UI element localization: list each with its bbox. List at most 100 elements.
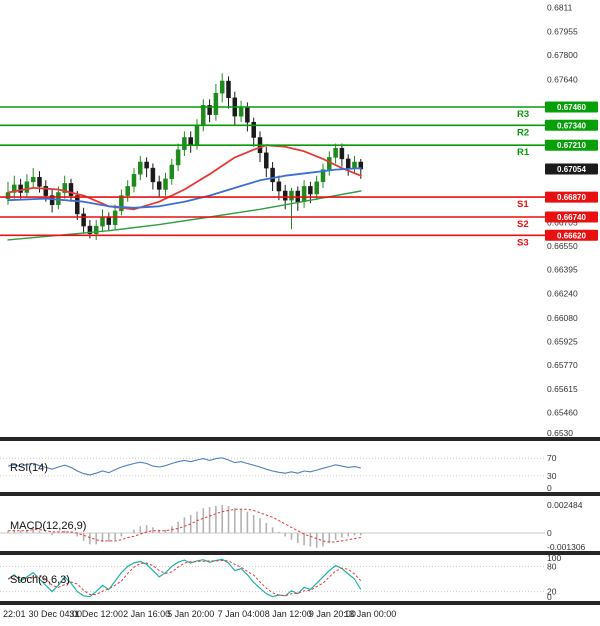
candle-body [30,176,36,183]
stoch-axis-label: 80 [547,561,557,571]
price-tick-label: 0.67800 [547,50,578,60]
panel-separator [0,437,600,441]
candle-body [352,161,357,169]
rsi-line [7,457,361,476]
price-tick-label: 0.6811 [547,3,573,13]
candle-body [320,169,326,183]
price-tick-label: 0.65460 [547,408,578,418]
level-label-s1: S1 [517,199,529,210]
candle-body [194,125,200,146]
candle-body [93,225,99,234]
candle-body [245,106,250,123]
rsi-axis-label: 0 [547,483,552,493]
candle-body [219,80,225,94]
candle-body [100,216,105,227]
time-label: 2 Jan 16:00 [123,609,170,619]
candle-body [289,190,294,201]
rsi-axis-label: 30 [547,471,557,481]
time-label: 9 Jan 20:00 [309,609,356,619]
ma-medium-blue [7,167,362,209]
candle-body [49,195,55,206]
price-level-box [545,191,598,203]
level-label-r3: R3 [517,109,529,120]
candle-body [226,80,231,99]
candle-body [37,176,42,187]
candle-body [12,184,17,193]
price-tick-label: 0.66240 [547,288,578,298]
price-tick-label: 0.6530 [547,428,573,438]
price-level-box [545,101,598,113]
candle-body [182,137,187,150]
price-tick-label: 0.66395 [547,265,578,275]
rsi-panel-label: RSI(14) [10,462,48,474]
candle-body [106,216,112,225]
candle-body [333,147,338,158]
price-level-box-label: 0.66740 [557,213,586,222]
candle-body [87,225,93,234]
candle-body [119,195,124,212]
price-level-box-label: 0.67340 [557,121,586,130]
time-label: 31 Dec 12:00 [69,609,123,619]
stoch-axis-label: 0 [547,592,552,602]
price-tick-label: 0.65770 [547,360,578,370]
candle-body [24,181,30,193]
candle-body [207,105,212,115]
price-level-box-label: 0.67210 [557,141,586,150]
stoch-main-line [7,558,362,598]
candle-body [81,213,86,227]
price-tick-label: 0.67955 [547,26,578,36]
macd-signal-line [8,508,361,543]
macd-axis-label: 0.002484 [547,500,583,510]
candle-body [144,161,149,169]
candle-body [264,152,269,169]
candle-body [56,192,61,205]
candle-body [75,195,80,215]
price-level-box-label: 0.66620 [557,231,586,240]
candle-body [314,181,319,195]
macd-axis-label: 0 [547,528,552,538]
candle-body [131,173,137,187]
candle-body [68,183,74,196]
candle-body [43,186,49,196]
price-level-box [545,139,598,151]
candle-body [308,186,313,195]
price-level-box [545,163,598,175]
price-tick-label: 0.65925 [547,337,578,347]
price-level-box [545,229,598,241]
price-level-box-label: 0.66870 [557,193,586,202]
candles-layer [5,73,364,240]
panel-separator [0,551,600,555]
level-label-s2: S2 [517,219,529,230]
candle-body [18,184,23,193]
time-label: 13 Jan 00:00 [344,609,396,619]
candle-body [213,92,219,115]
candle-body [169,164,175,180]
level-label-s3: S3 [517,237,529,248]
candle-body [282,190,288,201]
level-label-r2: R2 [517,127,529,138]
price-tick-label: 0.65615 [547,384,578,394]
rsi-axis-label: 70 [547,453,557,463]
candle-body [270,167,275,183]
candle-body [62,183,67,193]
separators-layer [0,437,600,605]
price-level-box [545,119,598,131]
candle-body [138,161,143,175]
stoch-axis-label: 20 [547,587,557,597]
price-level-box [545,211,598,223]
time-label: 8 Jan 12:00 [265,609,312,619]
candle-body [175,149,181,166]
price-tick-label: 0.67640 [547,75,578,85]
candle-body [125,186,130,196]
time-label: 7 Jan 04:00 [218,609,265,619]
candle-body [339,147,345,160]
candle-body [150,167,156,183]
candle-body [188,137,193,146]
price-level-box-label: 0.67054 [557,165,586,174]
time-label: 5 Jan 20:00 [167,609,214,619]
candle-body [345,158,351,169]
time-label: 30 Dec 04:00 [29,609,83,619]
